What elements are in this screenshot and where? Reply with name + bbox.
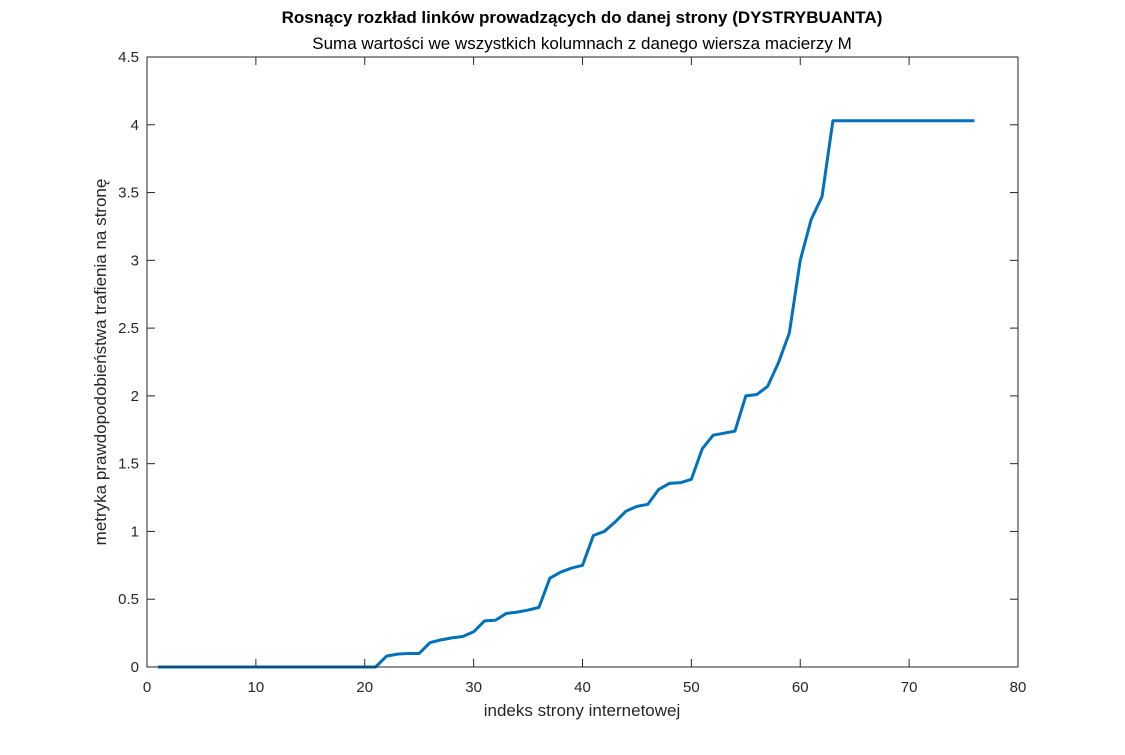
chart-subtitle: Suma wartości we wszystkich kolumnach z … (312, 34, 851, 53)
y-tick-label: 4 (131, 117, 139, 134)
y-tick-label: 0.5 (118, 591, 139, 608)
x-tick-label: 80 (1010, 679, 1027, 696)
x-tick-label: 60 (792, 679, 809, 696)
x-tick-label: 30 (465, 679, 482, 696)
y-tick-label: 1.5 (118, 456, 139, 473)
y-tick-label: 3.5 (118, 185, 139, 202)
y-axis-label: metryka prawdopodobieństwa trafienia na … (91, 179, 110, 546)
x-tick-label: 0 (143, 679, 151, 696)
x-tick-label: 40 (574, 679, 591, 696)
x-tick-label: 10 (248, 679, 265, 696)
y-tick-label: 1 (131, 523, 139, 540)
y-tick-label: 4.5 (118, 49, 139, 66)
plot-area (147, 57, 1018, 667)
labels-layer: 0 10 20 30 40 50 60 70 80 0 0.5 1 1.5 2 2.5 3 3.5 4 4.5 (118, 49, 1026, 696)
y-tick-label: 2 (131, 388, 139, 405)
y-tick-label: 0 (131, 659, 139, 676)
x-tick-label: 50 (683, 679, 700, 696)
plot-box (146, 56, 1019, 668)
chart-title: Rosnący rozkład linków prowadzących do d… (282, 8, 883, 27)
y-tick-label: 2.5 (118, 320, 139, 337)
x-tick-label: 20 (356, 679, 373, 696)
x-axis-label: indeks strony internetowej (484, 701, 681, 720)
y-tick-label: 3 (131, 252, 139, 269)
x-tick-label: 70 (901, 679, 918, 696)
